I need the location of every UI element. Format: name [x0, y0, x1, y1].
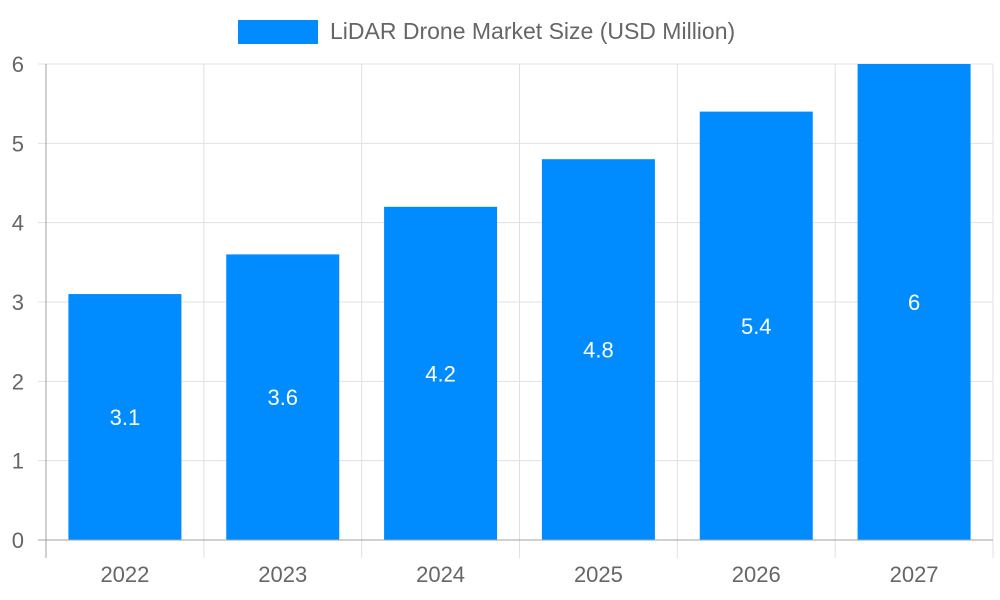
legend[interactable]: LiDAR Drone Market Size (USD Million)	[238, 18, 735, 44]
x-tick-label: 2022	[100, 562, 149, 587]
data-label: 3.1	[110, 405, 141, 430]
legend-swatch	[238, 20, 318, 44]
data-label: 3.6	[267, 385, 298, 410]
bar-2023	[226, 254, 340, 540]
y-tick-label: 2	[12, 369, 24, 394]
y-tick-label: 0	[12, 528, 24, 553]
y-tick-label: 1	[12, 449, 24, 474]
y-tick-label: 4	[12, 211, 24, 236]
bar-2022	[68, 294, 182, 540]
data-label: 4.2	[425, 361, 456, 386]
bar-2027	[857, 64, 971, 540]
bar-2025	[541, 159, 655, 540]
bars: 3.1 3.6 4.2 4.8 5.4 6	[68, 64, 971, 541]
x-tick-label: 2026	[732, 562, 781, 587]
y-tick-label: 3	[12, 290, 24, 315]
x-tick-label: 2024	[416, 562, 465, 587]
legend-label: LiDAR Drone Market Size (USD Million)	[330, 18, 735, 44]
grid	[38, 63, 994, 558]
data-label: 5.4	[741, 314, 772, 339]
x-tick-label: 2027	[890, 562, 939, 587]
bar-2024	[384, 206, 498, 541]
axes: 0 1 2 3 4 5 6 2022 2023 2024 2025 2026 2027	[12, 52, 993, 587]
bar-2026	[699, 111, 813, 540]
x-tick-label: 2023	[258, 562, 307, 587]
x-tick-label: 2025	[574, 562, 623, 587]
y-tick-label: 5	[12, 131, 24, 156]
data-label: 4.8	[583, 338, 614, 363]
y-tick-label: 6	[12, 52, 24, 77]
data-label: 6	[908, 290, 920, 315]
